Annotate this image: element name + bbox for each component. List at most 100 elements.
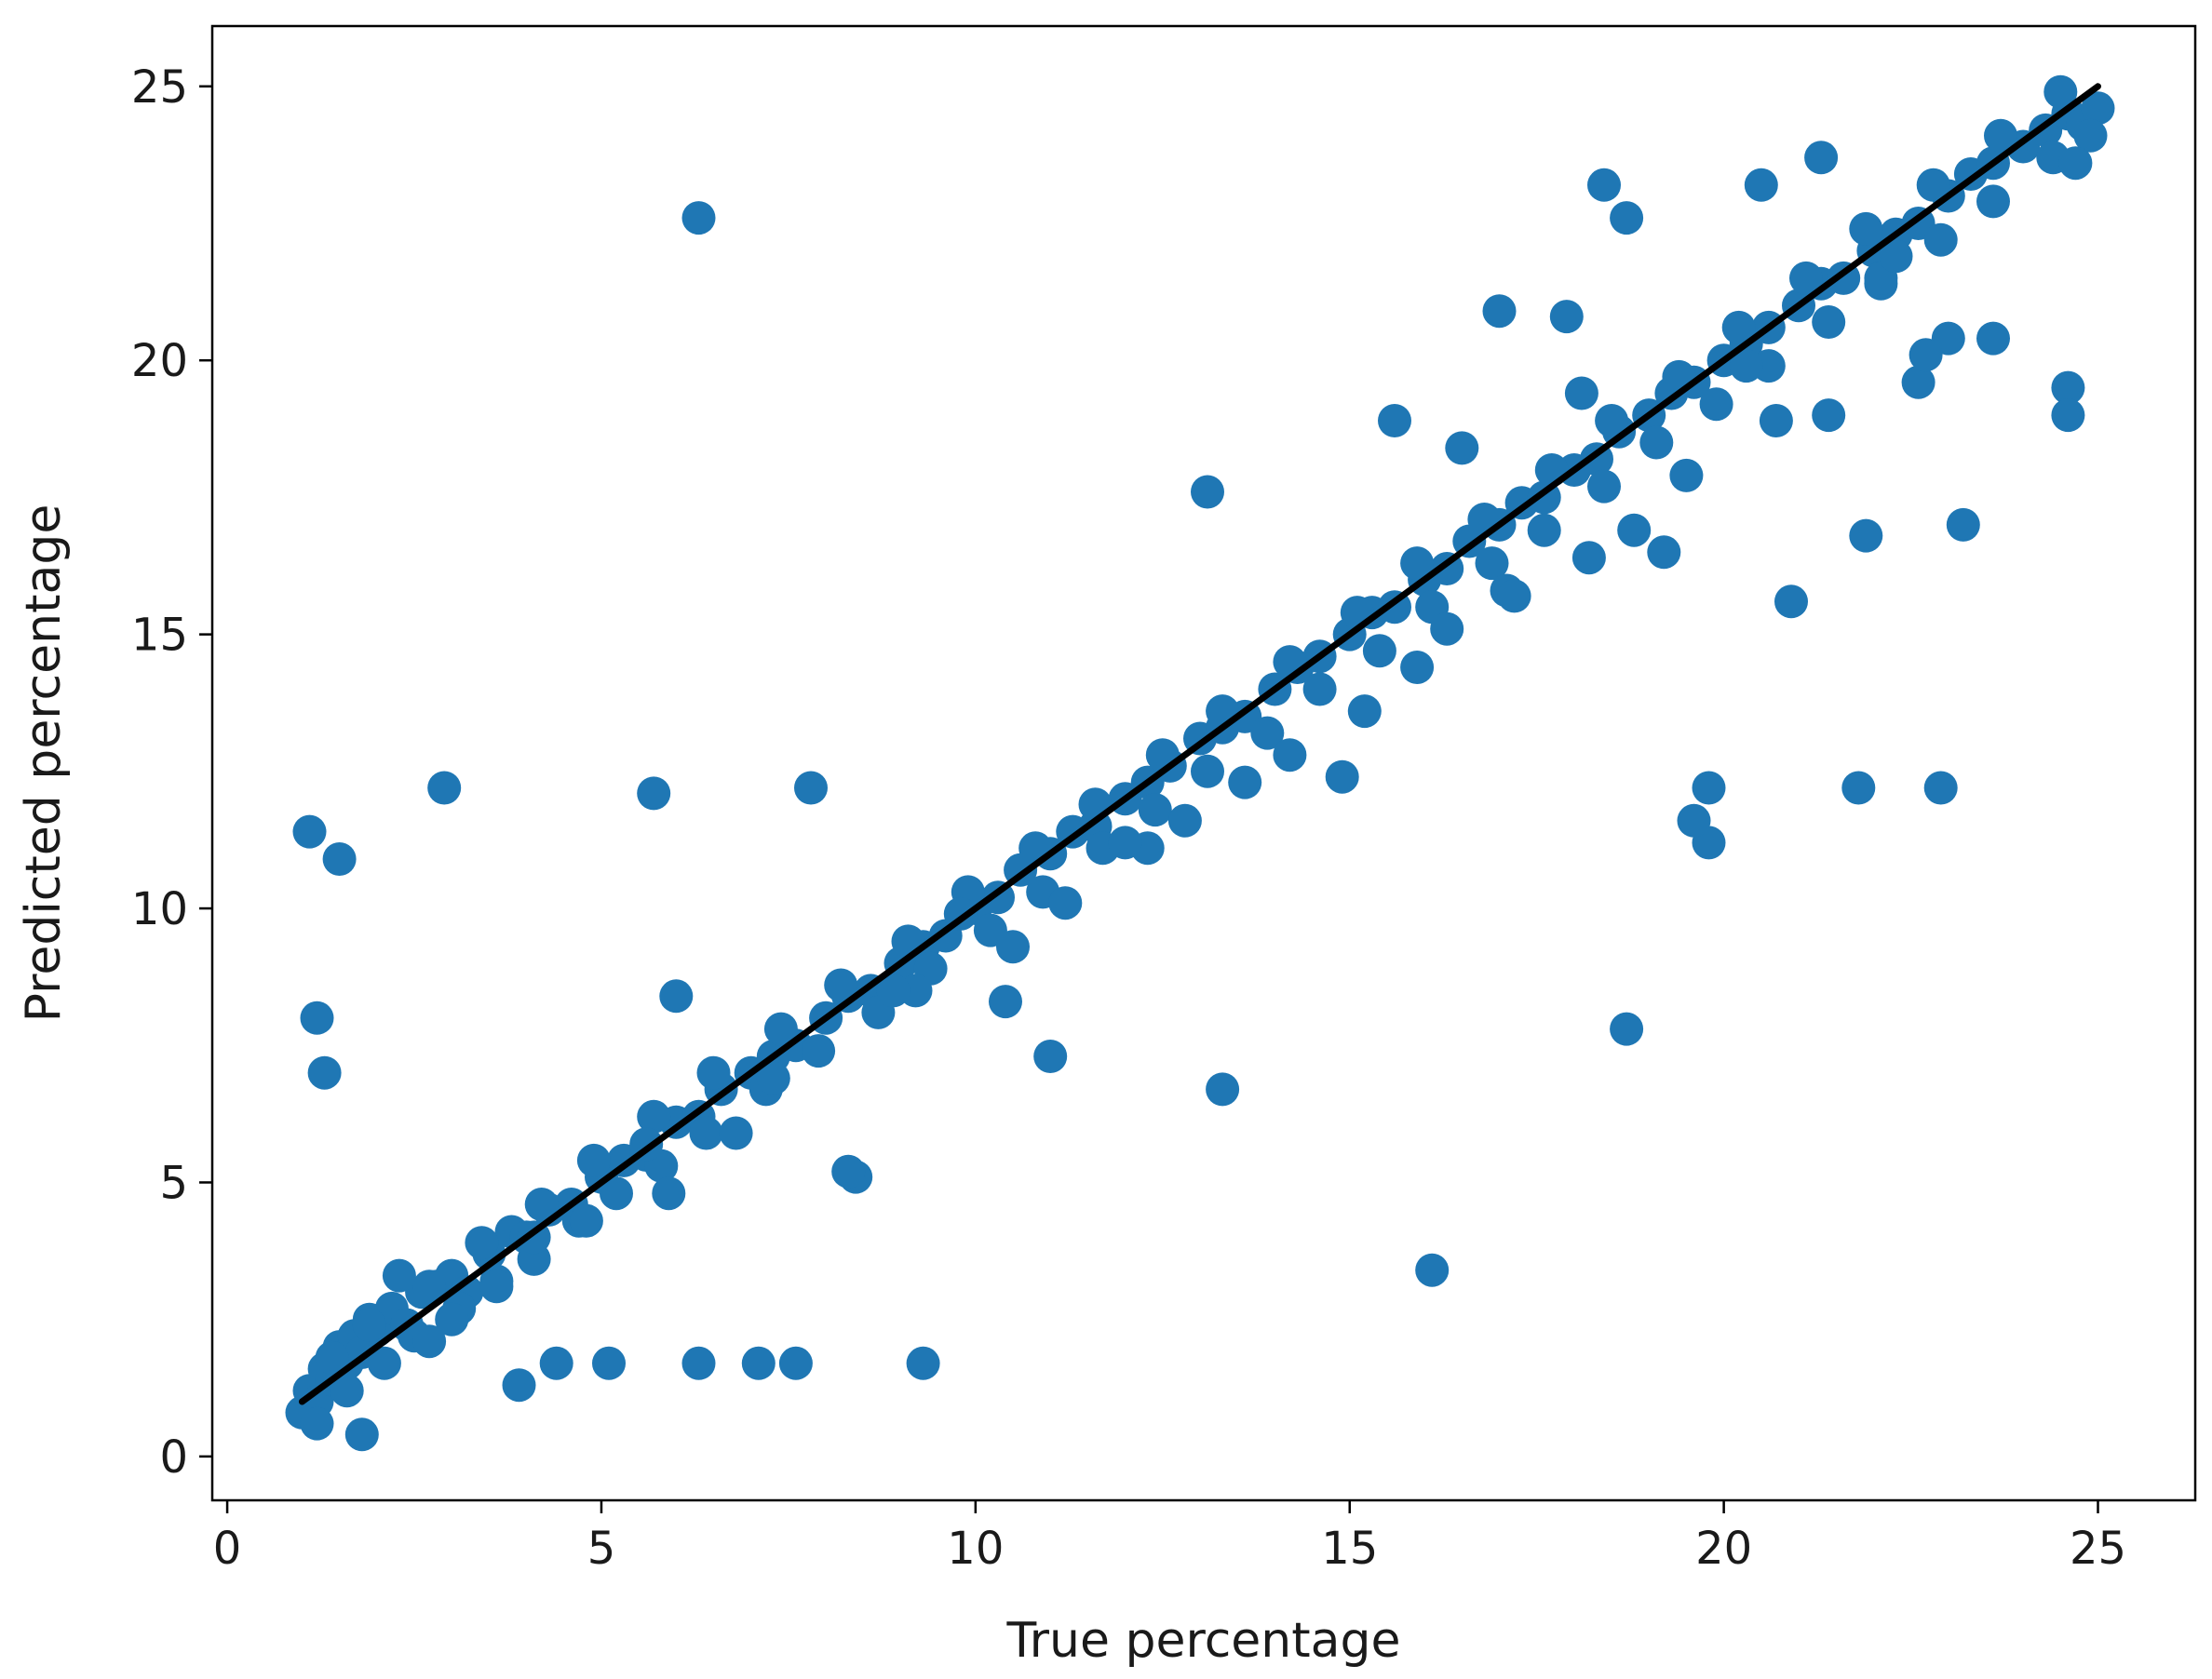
data-point (1721, 310, 1756, 344)
data-point (1812, 398, 1846, 433)
data-point (1916, 168, 1950, 202)
x-tick-label: 15 (1321, 1523, 1378, 1575)
data-point (1789, 261, 1823, 295)
data-points (285, 74, 2115, 1452)
y-tick-label: 5 (159, 1157, 188, 1209)
y-tick-label: 0 (159, 1431, 188, 1484)
data-point (1849, 518, 1883, 553)
data-point (344, 1417, 379, 1452)
data-point (330, 1374, 364, 1408)
data-point (637, 1099, 671, 1134)
data-point (1571, 541, 1606, 575)
data-point (1138, 793, 1172, 827)
reference-line (298, 83, 2102, 1405)
data-point (352, 1308, 386, 1342)
data-point (307, 1055, 342, 1090)
data-point (1976, 184, 2010, 219)
data-point (2051, 370, 2085, 405)
data-point (435, 1302, 469, 1336)
data-point (1901, 365, 1936, 399)
data-point (524, 1188, 559, 1221)
data-point (427, 771, 462, 805)
y-tick-label: 15 (131, 610, 188, 662)
data-point (996, 930, 1030, 964)
data-point (1923, 222, 1958, 257)
data-point (1400, 546, 1435, 581)
data-point (1774, 584, 1808, 619)
data-point (1879, 239, 1913, 274)
data-point (1587, 168, 1621, 202)
data-point (824, 968, 858, 1002)
data-point (1475, 546, 1509, 581)
data-point (794, 771, 828, 805)
data-point (681, 1346, 716, 1380)
data-point (1228, 765, 1262, 799)
data-point (1362, 634, 1396, 668)
data-point (1759, 404, 1793, 437)
data-point (1527, 513, 1561, 547)
data-point (1610, 201, 1644, 235)
data-point (367, 1346, 401, 1380)
data-point (2058, 146, 2093, 181)
data-point (1849, 211, 1883, 246)
data-point (1595, 404, 1629, 437)
data-point (1692, 771, 1726, 805)
data-point (1302, 672, 1337, 706)
data-point (1976, 321, 2010, 356)
data-point (1617, 513, 1652, 547)
data-point (1729, 349, 1763, 383)
x-tick-label: 0 (213, 1523, 242, 1575)
data-point (1415, 1253, 1450, 1287)
y-axis-ticks: 0 5 10 15 20 25 (131, 61, 212, 1484)
x-tick-label: 5 (587, 1523, 616, 1575)
data-point (1108, 826, 1142, 860)
data-point (1639, 425, 1674, 460)
data-point (502, 1368, 536, 1403)
data-point (652, 1176, 686, 1211)
data-point (1669, 458, 1704, 492)
data-point (1400, 651, 1435, 684)
data-point (989, 985, 1022, 1019)
data-point (1497, 579, 1531, 613)
data-point (763, 1012, 798, 1046)
data-point (2081, 91, 2115, 126)
data-point (1804, 141, 1839, 175)
data-point (465, 1226, 499, 1260)
y-tick-label: 25 (131, 61, 188, 114)
data-point (1250, 716, 1285, 750)
x-axis-ticks: 0 5 10 15 20 25 (213, 1500, 2126, 1575)
data-point (1378, 404, 1411, 437)
data-point (681, 201, 716, 235)
data-point (1347, 694, 1382, 729)
data-point (2043, 74, 2078, 109)
data-point (292, 814, 327, 849)
data-point (802, 1034, 836, 1068)
data-point (600, 1176, 633, 1211)
data-point (2051, 398, 2085, 433)
data-point (831, 1154, 866, 1189)
data-point (539, 1346, 573, 1380)
data-point (1048, 886, 1083, 920)
plot-frame (210, 24, 2197, 1502)
data-point (1841, 771, 1876, 805)
data-point (1647, 535, 1681, 570)
x-tick-label: 25 (2070, 1523, 2126, 1575)
data-point (1549, 300, 1584, 334)
data-point (322, 842, 357, 876)
data-point (1191, 475, 1224, 509)
data-point (1984, 118, 2017, 153)
data-point (1191, 754, 1224, 788)
data-point (1587, 469, 1621, 504)
data-point (756, 1061, 790, 1095)
data-point (1946, 507, 1980, 542)
x-tick-label: 10 (947, 1523, 1004, 1575)
y-tick-label: 10 (131, 883, 188, 935)
data-point (382, 1258, 416, 1293)
data-point (1677, 803, 1711, 838)
data-point (741, 1346, 776, 1380)
y-tick-label: 20 (131, 335, 188, 387)
data-point (315, 1340, 349, 1375)
data-point (906, 1346, 940, 1380)
data-point (876, 974, 910, 1008)
